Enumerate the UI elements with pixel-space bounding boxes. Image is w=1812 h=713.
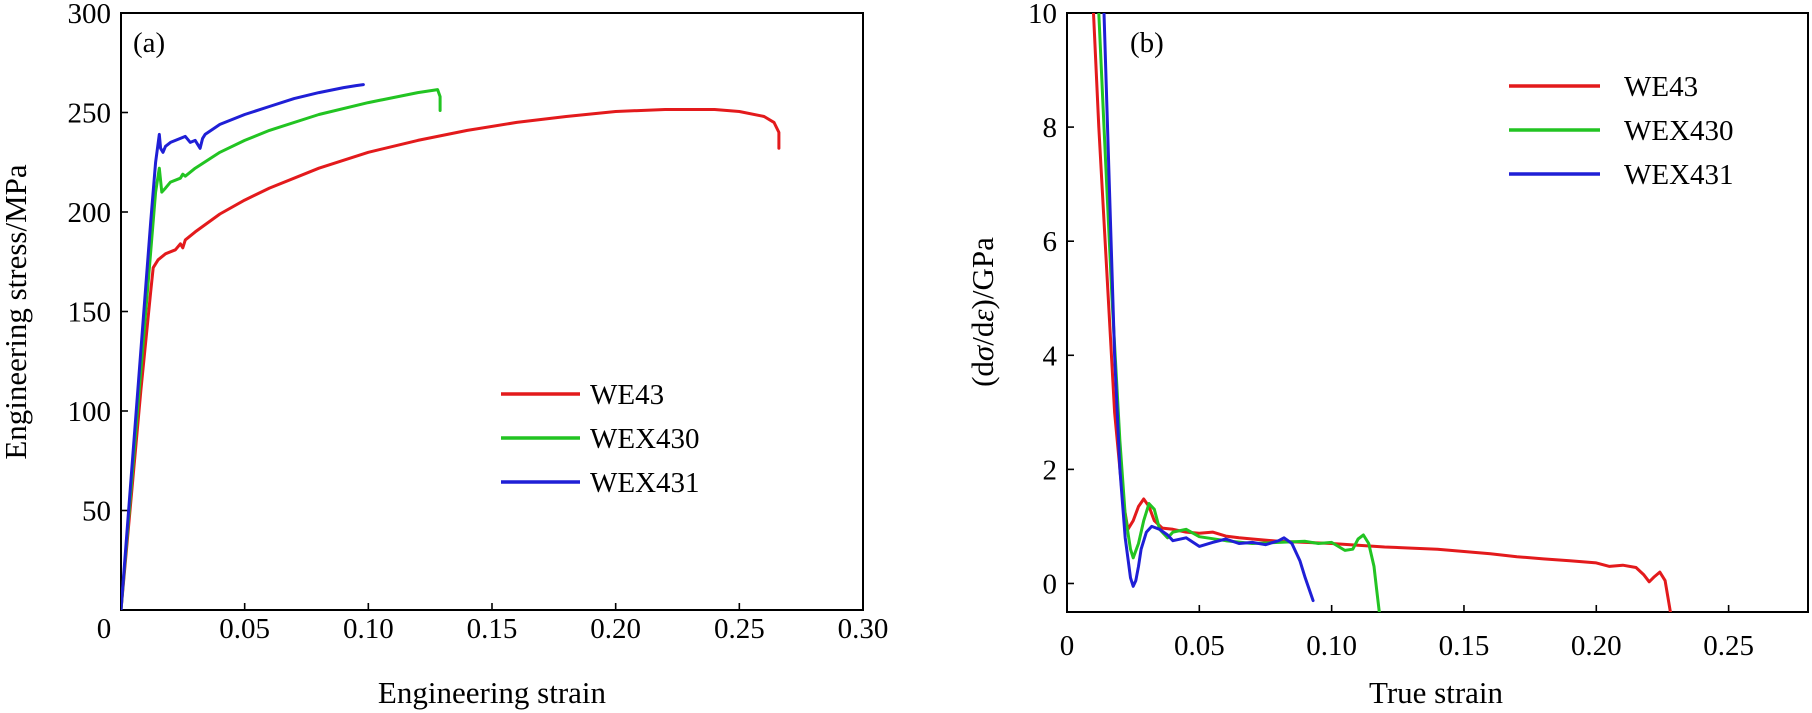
x-tick-label: 0.25 [1703,630,1754,662]
x-tick-label: 0.30 [838,613,889,645]
y-tick-label: 4 [1043,340,1058,372]
series-line-wex430 [1097,13,1381,612]
legend-label-wex430: WEX430 [590,423,700,455]
panel-b-label: (b) [1130,27,1164,59]
panel-a-legend: WE43 WEX430 WEX431 [501,379,700,499]
y-tick-label: 300 [68,0,112,30]
panel-a-x-axis-label: Engineering strain [378,675,607,710]
y-tick-label: 8 [1043,112,1058,144]
series-line-wex430 [121,88,442,610]
x-tick-label: 0.15 [1439,630,1490,662]
panel-b-y-label-epsilon: ε [965,309,1000,322]
x-tick-label: 0.05 [1174,630,1225,662]
y-tick-label: 10 [1028,0,1057,30]
series-line-wex431 [1102,13,1315,603]
y-tick-label: 250 [68,98,112,130]
series-line-we43 [121,108,781,610]
y-tick-label: 50 [82,496,111,528]
legend-label-wex430: WEX430 [1624,115,1734,147]
panel-b-work-hardening-chart: (b) True strain (dσ/dε)/GPa 0 0.05 0.10 0.… [965,0,1809,710]
series-line-wex431 [121,83,365,610]
panel-b-y-label-prefix: (d [965,361,1000,387]
panel-b-origin-label: 0 [1060,630,1075,662]
panel-b-y-axis-label: (dσ/dε)/GPa [965,237,1000,387]
legend-label-we43: WE43 [590,379,664,411]
y-tick-label: 2 [1043,454,1058,486]
panel-b-plot-frame [1066,12,1809,613]
panel-a-origin-label: 0 [97,613,112,645]
legend-label-we43: WE43 [1624,71,1698,103]
panel-a-plot-frame [120,12,864,611]
x-tick-label: 0.20 [1571,630,1622,662]
y-tick-label: 0 [1043,568,1058,600]
panel-b-legend: WE43 WEX430 WEX431 [1509,71,1734,191]
x-tick-label: 0.10 [1306,630,1357,662]
x-tick-label: 0.10 [343,613,394,645]
x-tick-label: 0.20 [590,613,641,645]
panel-b-x-axis-label: True strain [1369,675,1504,710]
panel-b-y-label-sigma: σ [965,344,1000,361]
panel-a-y-ticks: 50 100 150 200 250 300 [68,0,128,528]
y-tick-label: 6 [1043,226,1058,258]
series-line-we43 [1092,13,1672,612]
x-tick-label: 0.25 [714,613,765,645]
panel-b-y-label-suffix: )/GPa [965,237,1000,310]
panel-a-y-axis-label: Engineering stress/MPa [0,164,33,460]
panel-b-series-group [1092,13,1672,612]
y-tick-label: 200 [68,197,112,229]
legend-label-wex431: WEX431 [590,467,700,499]
y-tick-label: 150 [68,297,112,329]
y-tick-label: 100 [68,396,112,428]
legend-label-wex431: WEX431 [1624,159,1734,191]
panel-a-x-ticks: 0.05 0.10 0.15 0.20 0.25 0.30 [219,603,888,645]
panel-b-x-ticks: 0.05 0.10 0.15 0.20 0.25 [1174,605,1754,662]
panel-b-y-label-mid: /d [965,321,1000,346]
x-tick-label: 0.15 [467,613,518,645]
panel-a-stress-strain-chart: (a) Engineering strain Engineering stres… [0,0,888,710]
panel-b-y-ticks: 0 2 4 6 8 10 [1028,0,1074,600]
panel-a-series-group [121,83,781,610]
x-tick-label: 0.05 [219,613,270,645]
panel-a-label: (a) [133,27,165,59]
